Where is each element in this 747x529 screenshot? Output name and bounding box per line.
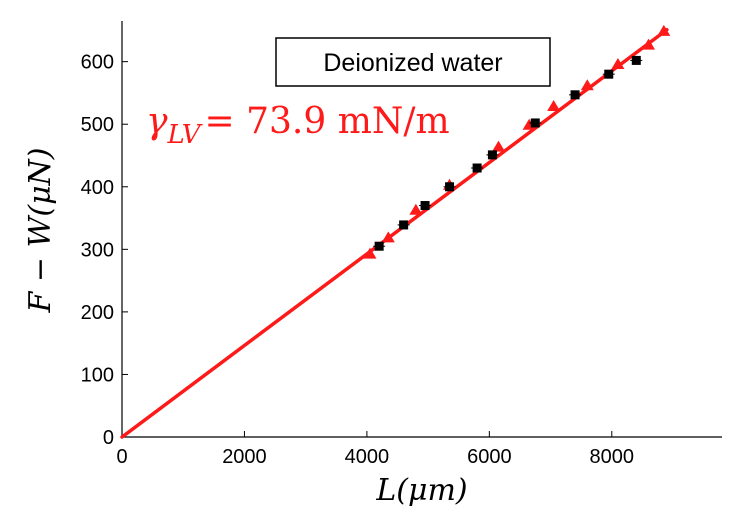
square-point bbox=[604, 69, 614, 79]
fit-line bbox=[120, 28, 669, 439]
square-point bbox=[420, 201, 430, 211]
triangle-point bbox=[657, 24, 671, 36]
square-point bbox=[374, 241, 384, 251]
square-point bbox=[631, 55, 641, 65]
square-point bbox=[445, 182, 455, 192]
y-axis-label: F − W(μN) bbox=[23, 147, 58, 313]
x-axis-label: L(μm) bbox=[375, 473, 467, 508]
x-tick-label: 6000 bbox=[467, 446, 512, 468]
annotation-subscript: LV bbox=[167, 120, 203, 150]
x-tick-label: 0 bbox=[116, 446, 127, 468]
triangle-point bbox=[381, 231, 395, 243]
ticks: 0 2000 4000 6000 8000 0 100 200 300 400 500 600 bbox=[81, 52, 634, 468]
triangle-point bbox=[409, 203, 423, 215]
square-point bbox=[472, 163, 482, 173]
triangle-point bbox=[547, 99, 561, 111]
y-tick-label: 300 bbox=[81, 239, 114, 261]
y-tick-label: 400 bbox=[81, 177, 114, 199]
triangle-point bbox=[611, 58, 625, 70]
surface-tension-annotation: γLV = 73.9 mN/m bbox=[146, 101, 450, 150]
triangle-point bbox=[492, 140, 506, 152]
y-tick-label: 500 bbox=[81, 114, 114, 136]
legend: Deionized water bbox=[275, 37, 551, 87]
annotation-value: = 73.9 mN/m bbox=[204, 101, 449, 142]
annotation-symbol: γ bbox=[146, 101, 168, 142]
triangle-point bbox=[642, 38, 656, 50]
triangle-point bbox=[580, 79, 594, 91]
y-tick-label: 600 bbox=[81, 52, 114, 74]
y-tick-label: 100 bbox=[81, 364, 114, 386]
x-tick-label: 4000 bbox=[345, 446, 390, 468]
square-point bbox=[530, 118, 540, 128]
x-tick-label: 2000 bbox=[222, 446, 267, 468]
axes bbox=[121, 21, 722, 438]
triangle-point bbox=[363, 247, 377, 259]
x-tick-label: 8000 bbox=[590, 446, 635, 468]
y-tick-label: 0 bbox=[103, 427, 114, 449]
legend-label: Deionized water bbox=[323, 49, 502, 77]
square-point bbox=[399, 220, 409, 230]
series bbox=[120, 24, 671, 439]
square-point bbox=[570, 90, 580, 100]
square-point bbox=[487, 150, 497, 160]
y-tick-label: 200 bbox=[81, 302, 114, 324]
legend-frame bbox=[275, 37, 551, 87]
